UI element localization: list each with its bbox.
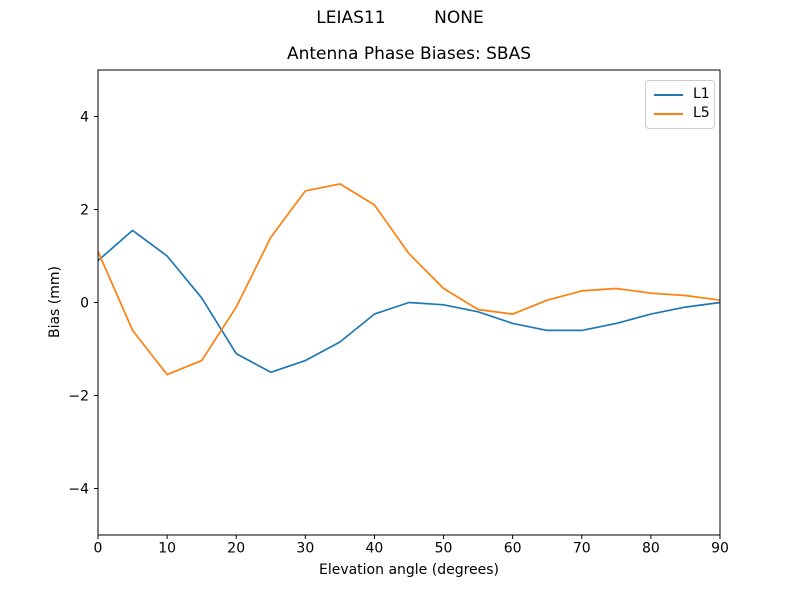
x-tick-label: 20 — [227, 541, 245, 557]
y-tick-label: 2 — [80, 203, 89, 219]
y-tick-label: −4 — [68, 482, 89, 498]
x-tick-label: 40 — [366, 541, 384, 557]
y-tick-label: −2 — [68, 389, 89, 405]
x-tick-label: 0 — [94, 541, 103, 557]
legend-line-sample-L1 — [654, 93, 683, 96]
series-line-L1 — [97, 229, 721, 374]
y-tick-label: 4 — [80, 110, 89, 126]
legend: L1 L5 — [645, 80, 715, 129]
x-tick-label: 70 — [573, 541, 591, 557]
x-tick-label: 80 — [642, 541, 660, 557]
legend-line-sample-L5 — [654, 112, 683, 115]
legend-entry-L5: L5 — [654, 104, 710, 123]
figure-suptitle: LEIAS11 NONE — [316, 8, 484, 28]
legend-entry-L1: L1 — [654, 85, 710, 104]
axes-border — [97, 69, 721, 536]
x-tick-label: 90 — [711, 541, 729, 557]
x-tick-label: 60 — [504, 541, 522, 557]
x-axis-label: Elevation angle (degrees) — [318, 562, 500, 578]
x-tick-label: 50 — [435, 541, 453, 557]
series-line-L5 — [97, 183, 721, 376]
chart-title: Antenna Phase Biases: SBAS — [286, 44, 532, 64]
y-axis-label: Bias (mm) — [47, 265, 63, 339]
x-tick-label: 10 — [158, 541, 176, 557]
legend-label-L1: L1 — [693, 86, 710, 102]
x-tick-label: 30 — [296, 541, 314, 557]
legend-label-L5: L5 — [693, 105, 710, 121]
y-tick-label: 0 — [80, 296, 89, 312]
